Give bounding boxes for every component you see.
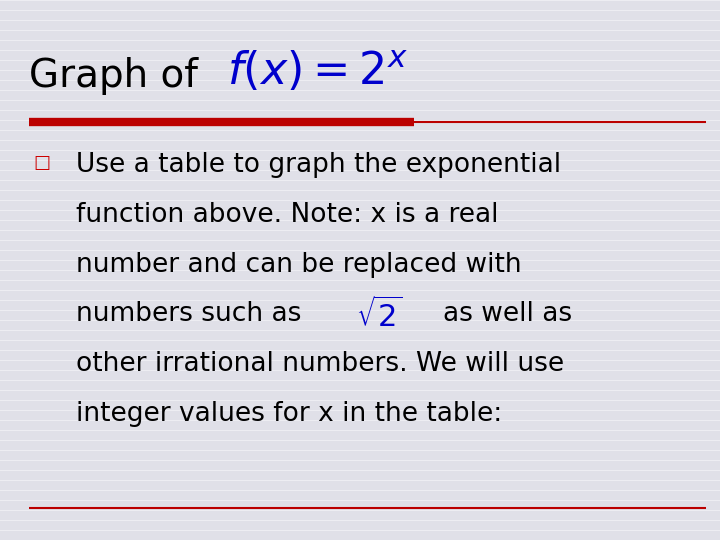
Text: $f(x) = 2^x$: $f(x) = 2^x$ [227, 49, 408, 92]
Text: integer values for x in the table:: integer values for x in the table: [76, 401, 502, 427]
Text: $\sqrt{2}$: $\sqrt{2}$ [356, 297, 402, 333]
Text: numbers such as: numbers such as [76, 301, 301, 327]
Text: □: □ [34, 154, 51, 172]
Text: number and can be replaced with: number and can be replaced with [76, 252, 521, 278]
Text: Use a table to graph the exponential: Use a table to graph the exponential [76, 152, 561, 178]
Text: Graph of: Graph of [29, 57, 198, 94]
Text: as well as: as well as [443, 301, 572, 327]
Text: function above. Note: x is a real: function above. Note: x is a real [76, 202, 498, 228]
Text: other irrational numbers. We will use: other irrational numbers. We will use [76, 351, 564, 377]
